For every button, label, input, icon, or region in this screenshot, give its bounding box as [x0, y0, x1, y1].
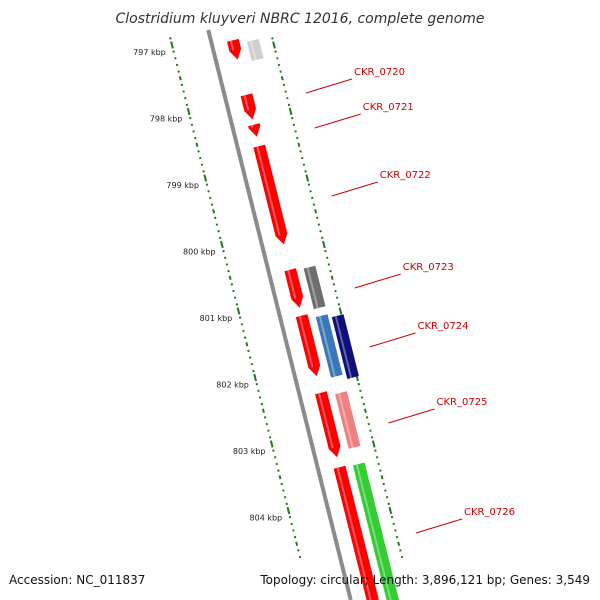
scale-tick-left: [220, 240, 224, 249]
gene-arrow: [248, 123, 261, 137]
gene-highlight: [306, 267, 319, 309]
genome-backbone: [206, 29, 353, 600]
scale-tick-left: [203, 174, 208, 182]
gene-label-leader: [331, 181, 378, 197]
tick-label: 798 kbp: [150, 115, 183, 124]
accession-text: Accession: NC_011837: [9, 573, 146, 587]
gene-bar: [247, 38, 264, 62]
scale-tick-left: [269, 440, 274, 448]
scale-tick-right: [380, 475, 384, 480]
gene-arrow: [240, 93, 256, 120]
gene-bar: [303, 265, 326, 310]
scale-ticks: 797 kbp 798 kbp 799 kbp 800 kbp 801 kbp 802 k…: [133, 37, 404, 559]
gene-arrow: [284, 268, 304, 308]
genome-summary: Topology: circular; Length: 3,896,121 bp…: [260, 573, 590, 587]
scale-tick-left: [286, 506, 291, 515]
backbone-line: [206, 29, 353, 600]
scale-tick-right: [272, 41, 276, 49]
gene-label: CKR_0720: [354, 67, 405, 78]
gene-label-leader: [314, 113, 361, 129]
scale-tick-left: [261, 408, 265, 413]
gene-bar: [315, 314, 343, 378]
gene-highlight: [355, 464, 392, 600]
gene-label-leader: [354, 273, 401, 289]
scale-tick-left: [228, 275, 232, 280]
gene-highlight: [256, 146, 281, 236]
scale-tick-left: [295, 541, 299, 546]
scale-tick-right: [397, 541, 401, 546]
gene-bar: [335, 391, 361, 449]
scale-tick-right: [280, 76, 284, 81]
gene-arrow: [315, 391, 341, 458]
scale-tick-left: [178, 76, 182, 81]
gene-highlight: [338, 393, 354, 449]
scale-tick-right: [322, 240, 326, 249]
tick-label: 801 kbp: [200, 314, 233, 323]
scale-tick-left: [253, 373, 257, 382]
gene-label-leader: [388, 408, 435, 424]
scale-tick-left: [245, 342, 249, 347]
scale-tick-right: [288, 107, 293, 116]
gene-arrow: [253, 144, 288, 245]
gene-label-leader: [369, 332, 416, 348]
gene-bar: [352, 462, 399, 600]
gene-arrow: [333, 465, 379, 600]
tick-label: 799 kbp: [166, 181, 199, 190]
scale-tick-right: [388, 506, 393, 515]
gene-label: CKR_0725: [437, 397, 488, 408]
gene-label: CKR_0721: [363, 102, 414, 113]
gene-label: CKR_0722: [380, 170, 431, 181]
gene-highlight: [251, 125, 254, 128]
tick-label: 800 kbp: [183, 248, 216, 257]
gene-highlight: [229, 40, 235, 51]
gene-highlight: [318, 393, 334, 449]
scale-tick-left: [170, 41, 174, 49]
scale-tick-left: [186, 107, 191, 116]
gene-highlight: [318, 315, 336, 377]
scale-tick-right: [371, 440, 376, 448]
gene-highlight: [336, 467, 372, 600]
scale-tick-left: [195, 142, 199, 147]
gene-highlight: [287, 270, 297, 299]
scale-tick-left: [236, 307, 241, 315]
gene-label: CKR_0724: [418, 321, 469, 332]
gene-highlight: [334, 315, 353, 379]
scale-tick-right: [363, 408, 367, 413]
gene-bar: [331, 314, 359, 379]
gene-labels: CKR_0720 CKR_0721 CKR_0722 CKR_0723 CKR_0724…: [305, 67, 515, 534]
scale-tick-left: [212, 209, 216, 214]
tick-label: 797 kbp: [133, 48, 166, 57]
map-title: Clostridium kluyveri NBRC 12016, complet…: [115, 11, 484, 27]
scale-tick-left: [278, 475, 282, 480]
gene-highlight: [243, 95, 250, 111]
gene-highlight: [298, 315, 314, 368]
scale-tick-right: [330, 275, 334, 280]
tick-label: 803 kbp: [233, 447, 266, 456]
gene-label-leader: [305, 78, 353, 94]
gene-track: [227, 38, 399, 600]
gene-label-leader: [415, 518, 463, 534]
scale-tick-right: [305, 174, 310, 182]
scale-tick-right: [338, 307, 343, 315]
gene-label: CKR_0723: [403, 262, 454, 273]
scale-tick-right: [314, 209, 318, 214]
tick-label: 804 kbp: [250, 514, 283, 523]
scale-tick-right: [297, 142, 301, 147]
gene-arrow: [295, 314, 321, 377]
gene-highlight: [249, 40, 257, 61]
gene-label: CKR_0726: [464, 507, 515, 518]
gene-arrow: [227, 38, 242, 60]
tick-label: 802 kbp: [216, 381, 249, 390]
